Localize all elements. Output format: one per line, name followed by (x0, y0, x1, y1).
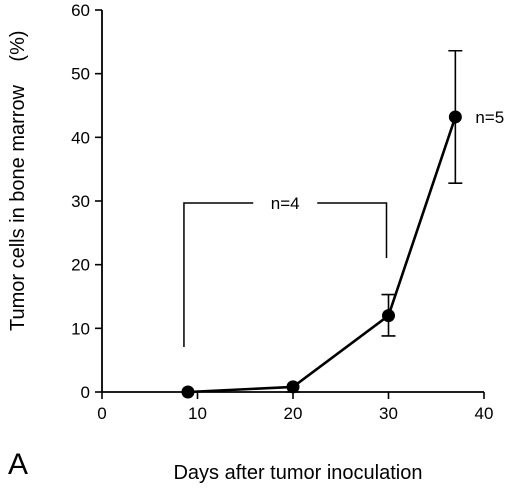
bracket-label: n=4 (271, 194, 300, 213)
x-tick-label: 0 (97, 404, 106, 423)
y-tick-label: 40 (71, 128, 90, 147)
y-tick-label: 0 (81, 383, 90, 402)
x-tick-label: 10 (188, 404, 207, 423)
data-point (286, 380, 300, 394)
data-point (448, 110, 462, 124)
x-tick-label: 20 (284, 404, 303, 423)
tick-group: 0 10 20 30 40 50 60 0 10 20 30 40 (71, 1, 493, 423)
y-axis-title: Tumor cells in bone marrow (%) (7, 30, 29, 331)
x-axis-title: Days after tumor inoculation (173, 462, 422, 484)
annotations: n=4 n=5 (183, 108, 504, 347)
y-axis-title-text: Tumor cells in bone marrow (7, 84, 29, 331)
sample-size-label: n=5 (475, 108, 504, 127)
bracket-line (183, 202, 388, 347)
series-line (187, 116, 457, 394)
x-tick-label: 40 (475, 404, 494, 423)
y-tick-label: 60 (71, 1, 90, 20)
x-tick-label: 30 (379, 404, 398, 423)
y-axis-unit: (%) (7, 30, 29, 61)
panel-label: A (8, 448, 28, 481)
y-tick-label: 10 (71, 319, 90, 338)
series-group (181, 49, 463, 399)
data-point (181, 385, 195, 399)
y-tick-label: 20 (71, 256, 90, 275)
y-tick-label: 50 (71, 65, 90, 84)
data-point (382, 309, 395, 323)
y-tick-label: 30 (71, 192, 90, 211)
